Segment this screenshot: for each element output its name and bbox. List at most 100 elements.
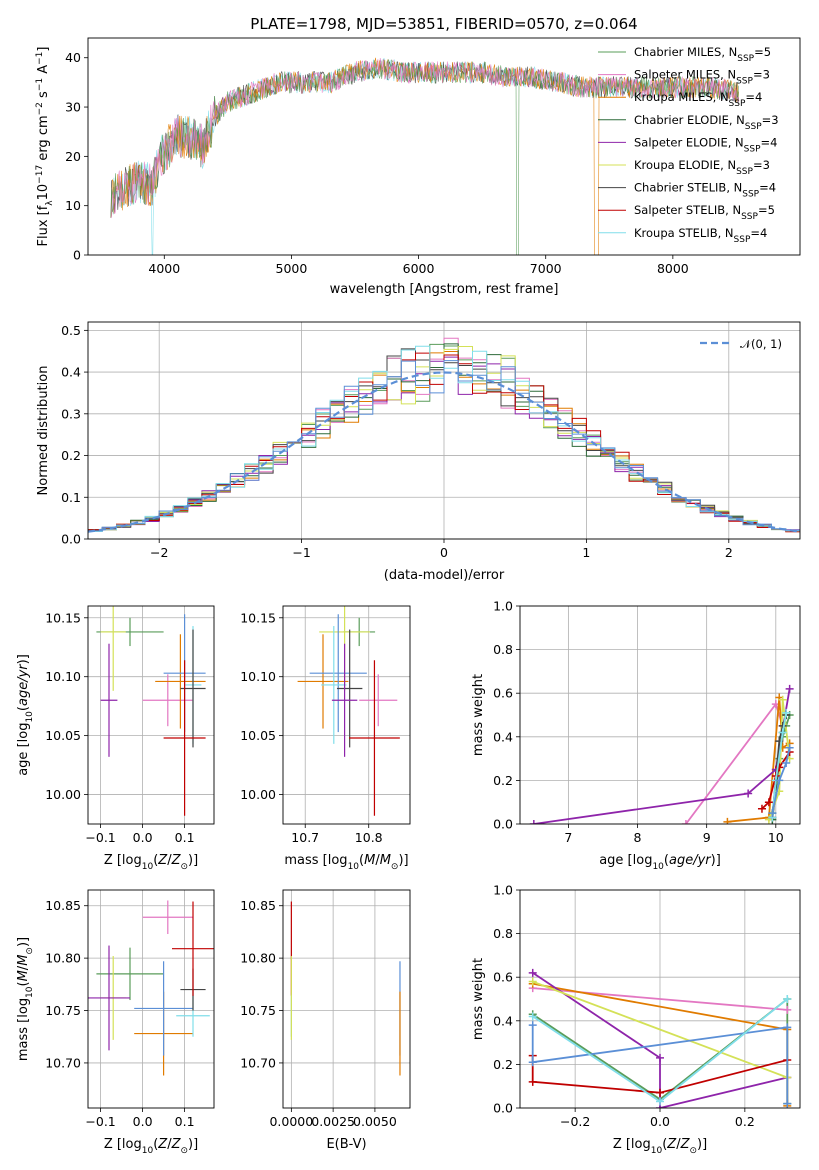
- weight-marker: [783, 995, 792, 1003]
- legend-entry: Kroupa MILES, NSSP=4: [634, 90, 762, 109]
- weight-lines: [529, 684, 794, 824]
- weight-marker: [768, 809, 777, 818]
- axes-frame: [282, 605, 411, 825]
- y-tick-label: 10.15: [240, 610, 276, 625]
- weight-marker: [528, 968, 537, 977]
- x-tick-label: 0.0000: [269, 1114, 313, 1129]
- weight-marker: [778, 728, 787, 737]
- x-tick-label: 7000: [530, 261, 562, 276]
- x-tick-label: −1: [292, 545, 310, 560]
- weight-marker: [778, 695, 787, 704]
- y-tick-label: 0.0: [61, 532, 81, 547]
- weight-marker: [656, 1053, 664, 1062]
- y-axis-label: Flux [fλ10−17 erg cm−2 s−1 A−1]: [35, 47, 55, 247]
- weight-line: [532, 972, 788, 1108]
- weight-marker: [783, 1005, 792, 1014]
- axes-frame: [87, 605, 215, 825]
- x-tick-label: 0.0: [133, 1114, 153, 1129]
- y-axis-label: mass weight: [471, 958, 486, 1040]
- x-tick-label: 8000: [657, 261, 689, 276]
- y-tick-label: 0.8: [493, 926, 513, 941]
- age-vs-mass-panel: 10.7 10.8 10.00 10.05 10.10 10.15 mass [log10(…: [240, 605, 411, 872]
- plots-layer: 4000 5000 6000 7000 8000010203040wavelength …: [16, 37, 801, 1156]
- y-tick-label: 0.6: [493, 970, 513, 985]
- mass-vs-Z-panel: −0.1 0.0 0.1 10.70 10.75 10.80 10.85 Z [log10(Z…: [16, 889, 215, 1156]
- weight-marker: [723, 817, 732, 824]
- weight-marker: [764, 798, 773, 807]
- y-tick-label: 10.70: [240, 1055, 276, 1070]
- x-tick-label: 4000: [148, 261, 180, 276]
- y-tick-label: 10.10: [240, 669, 276, 684]
- weight-marker: [529, 820, 538, 824]
- weight-marker: [681, 820, 690, 824]
- y-tick-label: 10.15: [45, 610, 81, 625]
- axes-frame: [519, 889, 801, 1109]
- y-tick-label: 0.2: [493, 773, 513, 788]
- x-tick-label: 9: [703, 830, 711, 845]
- y-tick-label: 10.85: [240, 898, 276, 913]
- y-tick-label: 10.70: [45, 1055, 81, 1070]
- x-tick-label: 0.1: [175, 1114, 195, 1129]
- y-axis-label: mass weight: [471, 674, 486, 756]
- x-tick-label: 10.7: [291, 830, 319, 845]
- weight-marker: [528, 1058, 537, 1067]
- errorbars: [88, 900, 214, 1076]
- weight-line: [531, 1055, 788, 1094]
- x-tick-label: 0.0050: [353, 1114, 397, 1129]
- y-tick-label: 0.6: [493, 686, 513, 701]
- y-tick-label: 10.05: [45, 728, 81, 743]
- axes-frame: [519, 605, 801, 825]
- legend-normal: 𝒩(0, 1): [740, 337, 782, 351]
- x-axis-label: Z [log10(Z/Z⊙)]: [104, 1137, 198, 1156]
- x-axis-label: age [log10(age/yr)]: [599, 853, 721, 872]
- y-tick-label: 10.00: [45, 787, 81, 802]
- spectrum-panel: 4000 5000 6000 7000 8000 0 10 20 30 40 wavelength …: [35, 37, 801, 297]
- y-tick-label: 0.1: [61, 490, 81, 505]
- x-tick-label: 10.8: [355, 830, 383, 845]
- axes-frame: [282, 889, 411, 1109]
- y-tick-label: 10.80: [240, 951, 276, 966]
- x-tick-label: 1: [582, 545, 590, 560]
- legend-entry: Salpeter STELIB, NSSP=5: [634, 203, 775, 222]
- weight-vs-Z-panel: −0.2 0.0 0.2 0.0 0.2 0.4 0.6 0.8 1.0 Z [log10(Z/Z…: [471, 883, 801, 1156]
- weight-marker: [782, 708, 791, 717]
- x-axis-label: Z [log10(Z/Z⊙)]: [613, 1137, 707, 1156]
- axes-frame: [87, 37, 801, 256]
- y-tick-label: 10.05: [240, 728, 276, 743]
- y-tick-label: 10.85: [45, 898, 81, 913]
- figure-title: PLATE=1798, MJD=53851, FIBERID=0570, z=0…: [250, 15, 637, 33]
- x-axis-label: E(B-V): [326, 1137, 366, 1152]
- age-vs-Z-panel: −0.1 0.0 0.1 10.00 10.05 10.10 10.15 Z [log10(Z…: [16, 605, 215, 872]
- x-axis-label: wavelength [Angstrom, rest frame]: [330, 282, 559, 297]
- legend-entry: Kroupa STELIB, NSSP=4: [634, 226, 767, 245]
- y-tick-label: 0.2: [493, 1057, 513, 1072]
- x-tick-label: 0: [440, 545, 448, 560]
- x-tick-label: −0.1: [85, 1114, 115, 1129]
- x-axis-label: mass [log10(M/M⊙)]: [284, 853, 408, 872]
- weight-marker: [775, 776, 784, 785]
- legend-entry: Kroupa ELODIE, NSSP=3: [634, 158, 770, 177]
- x-tick-label: 5000: [276, 261, 308, 276]
- x-tick-label: 7: [564, 830, 572, 845]
- weight-marker: [656, 1097, 664, 1106]
- legend: Chabrier MILES, NSSP=5 Salpeter MILES, NS…: [598, 45, 779, 245]
- errorbars: [96, 606, 206, 816]
- x-tick-label: 8: [634, 830, 642, 845]
- weight-marker: [785, 684, 794, 693]
- y-tick-label: 10.75: [45, 1003, 81, 1018]
- y-tick-label: 0.0: [493, 1101, 513, 1116]
- y-tick-label: 0.2: [61, 448, 81, 463]
- axes-frame: [87, 889, 215, 1109]
- weight-marker: [528, 977, 537, 986]
- y-axis-label: age [log10(age/yr)]: [16, 654, 35, 776]
- weight-lines: [528, 968, 792, 1108]
- legend-entry: Chabrier STELIB, NSSP=4: [634, 181, 776, 200]
- y-tick-label: 0.0: [493, 817, 513, 832]
- weight-marker: [783, 1099, 792, 1108]
- x-axis-label: Z [log10(Z/Z⊙)]: [104, 853, 198, 872]
- weight-marker: [782, 758, 791, 767]
- y-tick-label: 0.5: [61, 323, 81, 338]
- weight-marker: [528, 1077, 537, 1086]
